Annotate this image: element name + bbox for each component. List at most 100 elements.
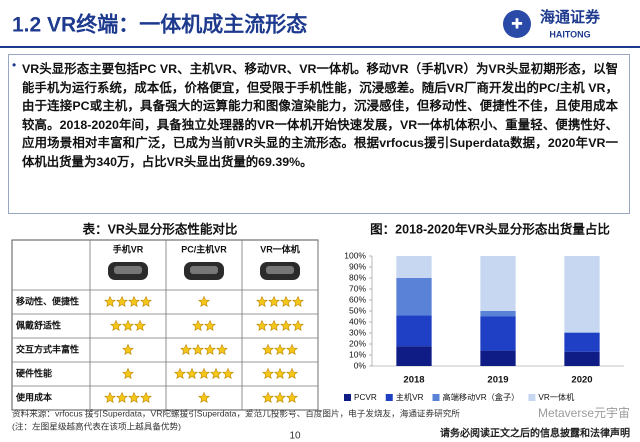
device-lens [190,266,218,274]
body-text: VR头显形态主要包括PC VR、主机VR、移动VR、VR一体机。移动VR（手机V… [22,62,618,169]
bar-segment [396,278,432,316]
table-title: 表：VR头显分形态性能对比 [82,221,238,236]
y-tick-label: 50% [349,305,366,315]
device-lens [114,266,142,274]
disclaimer: 请务必阅读正文之后的信息披露和法律声明 [440,427,630,440]
bar-segment [480,256,516,311]
source-note: 资料来源：vrfocus 援引Superdata，VR陀螺援引Superdata… [12,407,460,418]
text-box [8,54,630,214]
column-header: VR一体机 [260,243,300,254]
y-tick-label: 100% [344,250,366,260]
star-rating [262,343,298,356]
star [256,295,268,308]
star [122,367,134,380]
logo-glyph: ✚ [511,16,523,32]
legend-label: PCVR [354,393,377,402]
x-tick-label: 2018 [403,375,424,386]
page-number: 10 [289,431,301,442]
legend-label: 高端移动VR（盒子） [443,392,520,402]
device-icon [108,262,148,280]
y-tick-label: 60% [349,294,366,304]
row-label: 使用成本 [15,391,53,402]
bar-segment [564,256,600,333]
star [262,343,274,356]
star [104,391,116,404]
star [286,343,298,356]
star [140,295,152,308]
legend-swatch [528,394,536,401]
star [122,319,134,332]
y-tick-label: 40% [349,316,366,326]
star [262,391,274,404]
star-rating [174,367,234,380]
legend-label: 主机VR [396,392,424,402]
bar-segment [480,316,516,351]
legend-swatch [344,394,351,401]
row-label: 硬件性能 [16,367,52,378]
star-rating [110,319,146,332]
watermark: Metaverse元宇宙 [538,405,630,420]
star [116,295,128,308]
star [204,343,216,356]
bar-segment [480,311,516,317]
star [280,319,292,332]
y-tick-label: 20% [349,338,366,348]
star [134,319,146,332]
star [286,391,298,404]
star-rating [262,391,298,404]
star [292,295,304,308]
star [192,319,204,332]
star [198,391,210,404]
legend-swatch [432,394,440,401]
legend-swatch [385,394,393,401]
star [256,319,268,332]
logo-cn: 海通证券 [540,8,601,26]
star-rating [198,295,210,308]
star [110,319,122,332]
star-rating [256,295,304,308]
star [216,343,228,356]
bar-segment [564,332,600,333]
device-lens [266,266,294,274]
device-icon [260,262,300,280]
star-rating [180,343,228,356]
logo-icon [503,10,531,38]
star [198,367,210,380]
column-header: PC/主机VR [181,243,227,254]
star [128,295,140,308]
legend-label: VR一体机 [538,392,575,402]
bar-segment [396,315,432,347]
bar-segment [480,350,516,366]
star [274,343,286,356]
y-tick-label: 10% [349,349,366,359]
slide-title: 1.2 VR终端：一体机成主流形态 [12,13,307,37]
star-rating [122,343,134,356]
star-rating [122,367,134,380]
star-rating [104,391,152,404]
star [262,367,274,380]
star [280,295,292,308]
row-label: 交互方式丰富性 [16,343,79,354]
chart-title: 图：2018-2020年VR头显分形态出货量占比 [370,221,610,236]
star [180,343,192,356]
y-tick-label: 70% [349,283,366,293]
bar-segment [396,346,432,366]
star-rating [262,367,298,380]
bar-segment [564,333,600,352]
star-rating [198,391,210,404]
star [122,343,134,356]
star [268,295,280,308]
y-tick-label: 90% [349,261,366,271]
x-tick-label: 2019 [487,375,508,386]
star [140,391,152,404]
star-rating [256,319,304,332]
star-rating [104,295,152,308]
star [292,319,304,332]
star [286,367,298,380]
star [268,319,280,332]
bar-segment [396,256,432,278]
star [204,319,216,332]
row-label: 佩戴舒适性 [16,319,61,330]
y-tick-label: 0% [354,360,367,370]
